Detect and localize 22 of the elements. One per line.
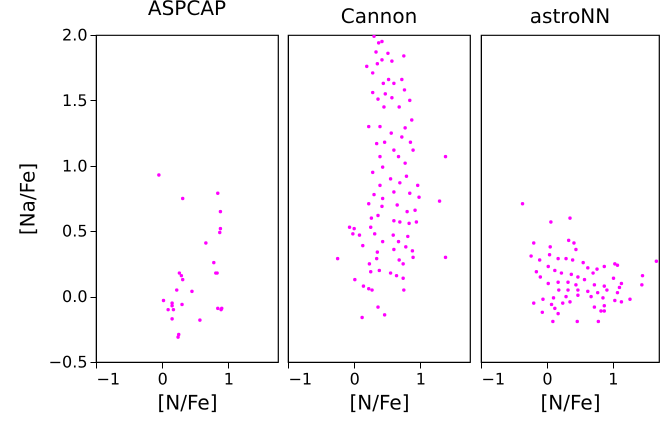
chart-title: ASPCAP [148, 0, 226, 20]
x-tick-label: −1 [482, 370, 506, 388]
x-tick-label: −1 [288, 370, 312, 388]
x-axis-title: [N/Fe] [157, 390, 218, 414]
x-tick-label: 1 [608, 370, 618, 388]
y-tick-label: −0.5 [48, 352, 88, 372]
y-tick-label: 0.5 [62, 222, 88, 241]
x-tick-label: 1 [224, 370, 234, 388]
x-axis-title: [N/Fe] [349, 390, 410, 414]
x-tick-label: −1 [96, 370, 120, 388]
x-tick-label: 0 [350, 370, 360, 388]
x-tick-label: 1 [416, 370, 426, 388]
y-tick-label: 2.0 [62, 26, 88, 44]
y-tick-label: 1.5 [62, 90, 88, 110]
x-tick-label: 0 [542, 370, 553, 388]
chart-title: Cannon [340, 4, 418, 28]
x-tick-label: 0 [158, 370, 168, 388]
chart-title: astroNN [530, 4, 610, 28]
y-tick-label: 0.0 [62, 287, 88, 306]
x-axis-title: [N/Fe] [540, 390, 601, 414]
y-axis-title: [Na/Fe] [16, 162, 40, 236]
y-tick-label: 1.0 [62, 156, 88, 176]
